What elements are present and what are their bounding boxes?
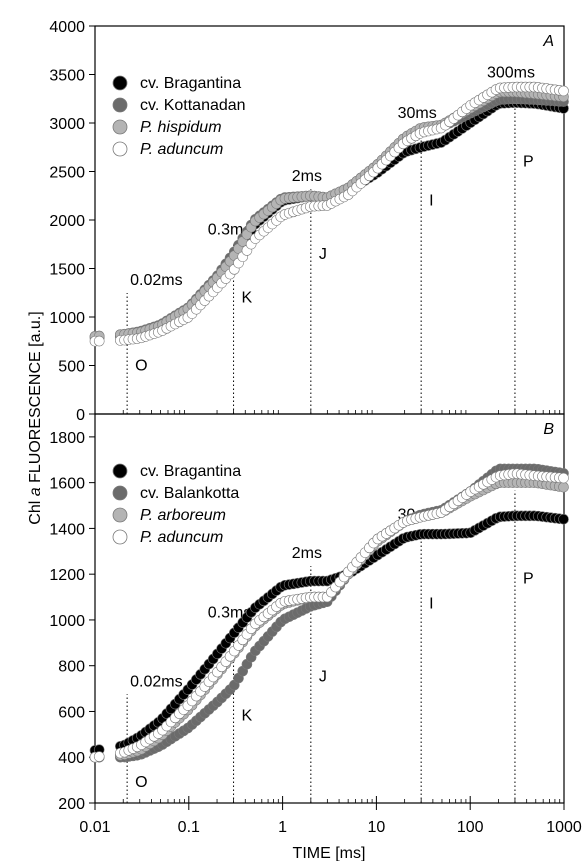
data-point xyxy=(558,472,569,484)
legend-label: P. aduncum xyxy=(140,141,223,158)
x-axis-label: TIME [ms] xyxy=(293,845,366,861)
x-tick-label: 10 xyxy=(368,819,386,836)
y-axis-ticks: 200 400 600 800 1000 1200 1400 1600 1800 xyxy=(49,430,95,813)
x-tick-label: 100 xyxy=(457,819,484,836)
panel-label: B xyxy=(543,421,554,438)
panel-b: 200 400 600 800 1000 1200 1400 1600 1800 0.02ms O 0… xyxy=(49,413,569,813)
legend-marker xyxy=(112,97,128,113)
legend-label: cv. Balankotta xyxy=(140,485,239,502)
legend: cv. Bragantina cv. Balankotta P. arboreum P… xyxy=(112,463,241,546)
time-label: 2ms xyxy=(292,168,322,185)
legend-marker xyxy=(112,485,128,501)
y-axis-label-suffix: FLUORESCENCE [a.u.] xyxy=(27,311,44,487)
y-tick-label: 0 xyxy=(76,407,85,424)
time-label: 0.02ms xyxy=(130,673,182,690)
data-point xyxy=(558,513,569,525)
phase-label: P xyxy=(523,154,534,171)
y-axis-label-italic: a xyxy=(27,487,44,496)
phase-label: J xyxy=(319,669,327,686)
y-tick-label: 400 xyxy=(58,750,85,767)
data-point xyxy=(93,335,105,347)
y-tick-label: 1500 xyxy=(49,262,85,279)
legend-label: P. aduncum xyxy=(140,529,223,546)
panel-label: A xyxy=(542,33,554,50)
legend-marker xyxy=(112,507,128,523)
phase-label: K xyxy=(242,708,253,725)
y-tick-label: 1400 xyxy=(49,521,85,538)
legend-label: P. arboreum xyxy=(140,507,226,524)
phase-label: O xyxy=(135,774,147,791)
legend-marker xyxy=(112,529,128,545)
y-tick-label: 3500 xyxy=(49,68,85,85)
data-point xyxy=(558,85,569,97)
x-axis-ticks: 0.01 0.1 1 10 100 1000 xyxy=(79,803,582,836)
x-minor-ticks xyxy=(94,796,565,803)
phase-label: I xyxy=(429,596,433,613)
phase-label: I xyxy=(429,192,433,209)
y-tick-label: 1200 xyxy=(49,567,85,584)
y-tick-label: 800 xyxy=(58,659,85,676)
x-minor-ticks xyxy=(122,410,561,414)
phase-label: P xyxy=(523,570,534,587)
time-label: 30ms xyxy=(398,105,437,122)
y-tick-label: 1600 xyxy=(49,476,85,493)
y-tick-label: 3000 xyxy=(49,116,85,133)
y-axis-label-prefix: Chl xyxy=(27,496,44,524)
y-tick-label: 1000 xyxy=(49,613,85,630)
plot-frame xyxy=(94,413,565,804)
time-label: 0.02ms xyxy=(130,272,182,289)
y-tick-label: 2500 xyxy=(49,165,85,182)
panel-a: 0 500 1000 1500 2000 2500 3000 3500 4000 0.02ms O 0… xyxy=(49,19,569,424)
legend-label: P. hispidum xyxy=(140,119,222,136)
legend-marker xyxy=(112,141,128,157)
phase-label: J xyxy=(319,246,327,263)
time-label: 2ms xyxy=(292,545,322,562)
legend: cv. Bragantina cv. Kottanadan P. hispidum P… xyxy=(112,75,246,158)
legend-marker xyxy=(112,119,128,135)
x-tick-label: 1000 xyxy=(546,819,582,836)
y-axis-ticks: 0 500 1000 1500 2000 2500 3000 3500 4000 xyxy=(49,19,95,424)
y-tick-label: 2000 xyxy=(49,213,85,230)
legend-label: cv. Bragantina xyxy=(140,463,241,480)
x-tick-label: 0.1 xyxy=(178,819,200,836)
y-tick-label: 1000 xyxy=(49,310,85,327)
y-tick-label: 4000 xyxy=(49,19,85,36)
legend-marker xyxy=(112,75,128,91)
y-tick-label: 200 xyxy=(58,796,85,813)
phase-label: O xyxy=(135,357,147,374)
y-tick-label: 600 xyxy=(58,704,85,721)
legend-label: cv. Bragantina xyxy=(140,75,241,92)
time-label: 300ms xyxy=(487,64,535,81)
series-1 xyxy=(89,510,569,756)
phase-label: K xyxy=(242,289,253,306)
series-4 xyxy=(89,81,569,347)
x-tick-label: 1 xyxy=(278,819,287,836)
y-tick-label: 1800 xyxy=(49,430,85,447)
y-tick-label: 500 xyxy=(58,359,85,376)
y-axis-label: Chl a FLUORESCENCE [a.u.] xyxy=(27,311,44,524)
time-label: 0.3ms xyxy=(208,605,252,622)
series-4 xyxy=(89,468,569,763)
legend-label: cv. Kottanadan xyxy=(140,97,246,114)
data-point xyxy=(558,481,569,493)
x-tick-label: 0.01 xyxy=(79,819,110,836)
data-point xyxy=(93,751,105,762)
legend-marker xyxy=(112,463,128,479)
